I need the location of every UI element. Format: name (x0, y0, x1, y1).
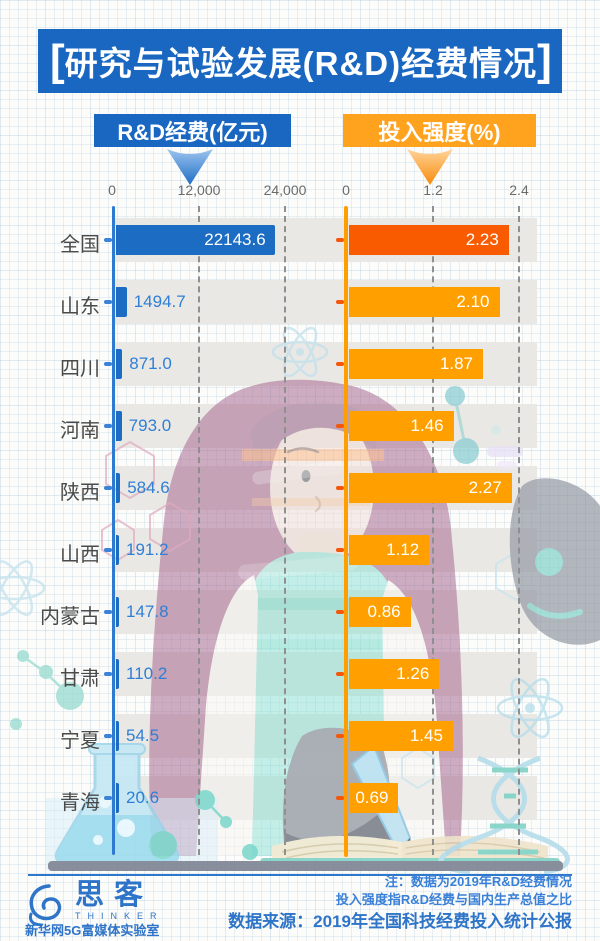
category-label: 内蒙古 (40, 606, 100, 628)
row-band (114, 714, 537, 758)
category-label: 甘肃 (60, 668, 100, 690)
rd-axis-tick-12000: 12,000 (177, 182, 221, 198)
rd-value-label: 110.2 (126, 664, 168, 683)
category-label: 宁夏 (60, 730, 100, 752)
rd-value-label: 1494.7 (133, 292, 186, 311)
intensity-axis-row-tick (336, 238, 344, 242)
intensity-axis-row-tick (336, 672, 344, 676)
intensity-value-label: 1.87 (439, 354, 474, 373)
rd-axis-row-tick (104, 796, 112, 800)
rd-value-label: 584.6 (127, 478, 170, 497)
intensity-axis-row-tick (336, 796, 344, 800)
rd-value-label: 20.6 (126, 788, 160, 807)
rd-value-label: 871.0 (129, 354, 172, 373)
legend-intensity: 投入强度(%) (343, 114, 536, 147)
intensity-value-label: 2.27 (468, 478, 502, 497)
rd-axis-tick-24000: 24,000 (263, 182, 307, 198)
intensity-axis-tick-0: 0 (342, 182, 350, 198)
rd-value-label: 22143.6 (204, 230, 266, 249)
row-band (114, 404, 537, 448)
rd-axis-row-tick (104, 486, 112, 490)
row-band (114, 590, 537, 634)
rd-bar (116, 287, 127, 317)
rd-bar (116, 349, 123, 379)
category-label: 河南 (60, 420, 100, 442)
logo-swirl-icon (29, 884, 62, 926)
rd-axis-row-tick (104, 362, 112, 366)
intensity-axis-row-tick (336, 362, 344, 366)
thinker-logo: 思客 THINKER (25, 880, 164, 926)
intensity-bar (349, 225, 509, 255)
intensity-bar (349, 349, 484, 379)
blue-arrow-down-icon (167, 149, 213, 185)
logo-cn-text: 思客 (75, 879, 154, 911)
orange-arrow-down-icon (407, 149, 453, 185)
rd-axis-row-tick (104, 610, 112, 614)
chart-gridline (518, 206, 520, 855)
rd-axis-line (112, 206, 115, 855)
intensity-axis-tick-2_4: 2.4 (509, 182, 529, 198)
category-label: 山西 (60, 544, 100, 566)
intensity-value-label: 2.10 (456, 292, 490, 311)
rd-axis-row-tick (104, 548, 112, 552)
row-band (114, 652, 537, 696)
category-label: 青海 (60, 792, 100, 814)
row-band (114, 776, 537, 820)
intensity-axis-row-tick (336, 486, 344, 490)
chart-gridline (198, 206, 200, 855)
data-source-line: 数据来源：2019年全国科技经费投入统计公报 (228, 912, 572, 931)
rd-bar (116, 783, 119, 813)
rd-bar (116, 597, 119, 627)
footer-divider (28, 874, 572, 876)
intensity-axis-row-tick (336, 548, 344, 552)
rd-value-label: 793.0 (128, 416, 172, 435)
note-line-2: 投入强度指R&D经费与国内生产总值之比 (335, 892, 572, 907)
rd-bar (116, 473, 121, 503)
rd-value-label: 54.5 (126, 726, 160, 745)
intensity-axis-line (344, 206, 348, 857)
rd-axis-tick-0: 0 (108, 182, 116, 198)
category-label: 全国 (60, 234, 100, 256)
rd-bar (116, 721, 119, 751)
logo-en-text: THINKER (75, 911, 164, 921)
category-label: 陕西 (60, 482, 100, 504)
rd-axis-row-tick (104, 672, 112, 676)
intensity-value-label: 1.45 (409, 726, 443, 745)
rd-value-label: 147.8 (126, 602, 169, 621)
category-label: 山东 (60, 296, 100, 318)
title-bracket-left: [ (50, 36, 65, 85)
page-title: 研究与试验发展(R&D)经费情况 (64, 45, 538, 82)
intensity-axis-row-tick (336, 734, 344, 738)
intensity-axis-tick-1_2: 1.2 (423, 182, 443, 198)
legend-rd-expenditure: R&D经费(亿元) (94, 114, 291, 147)
footer-notes: 注：数据为2019年R&D经费情况 投入强度指R&D经费与国内生产总值之比 数据… (228, 873, 572, 934)
rd-axis-row-tick (104, 300, 112, 304)
logo-subtitle: 新华网5G富媒体实验室 (25, 923, 160, 938)
row-band (114, 528, 537, 572)
rd-bar (116, 659, 119, 689)
intensity-value-label: 2.23 (465, 230, 499, 249)
intensity-value-label: 0.86 (367, 602, 401, 621)
rd-axis-row-tick (104, 238, 112, 242)
intensity-axis-row-tick (336, 424, 344, 428)
intensity-value-label: 1.46 (410, 416, 444, 435)
intensity-value-label: 1.12 (386, 540, 420, 559)
rd-bar (116, 225, 275, 255)
intensity-axis-row-tick (336, 610, 344, 614)
note-line-1: 注：数据为2019年R&D经费情况 (384, 874, 572, 889)
intensity-axis-row-tick (336, 300, 344, 304)
intensity-bar (349, 287, 500, 317)
rd-axis-row-tick (104, 734, 112, 738)
chart-gridline (284, 206, 286, 855)
category-label: 四川 (60, 358, 100, 380)
rd-value-label: 191.2 (126, 540, 169, 559)
rd-bar (116, 535, 119, 565)
rd-axis-row-tick (104, 424, 112, 428)
title-banner: [ 研究与试验发展(R&D)经费情况 ] (38, 29, 562, 93)
intensity-value-label: 1.26 (396, 664, 430, 683)
title-bracket-right: ] (537, 36, 552, 85)
intensity-value-label: 0.69 (355, 788, 389, 807)
rd-bar (116, 411, 122, 441)
